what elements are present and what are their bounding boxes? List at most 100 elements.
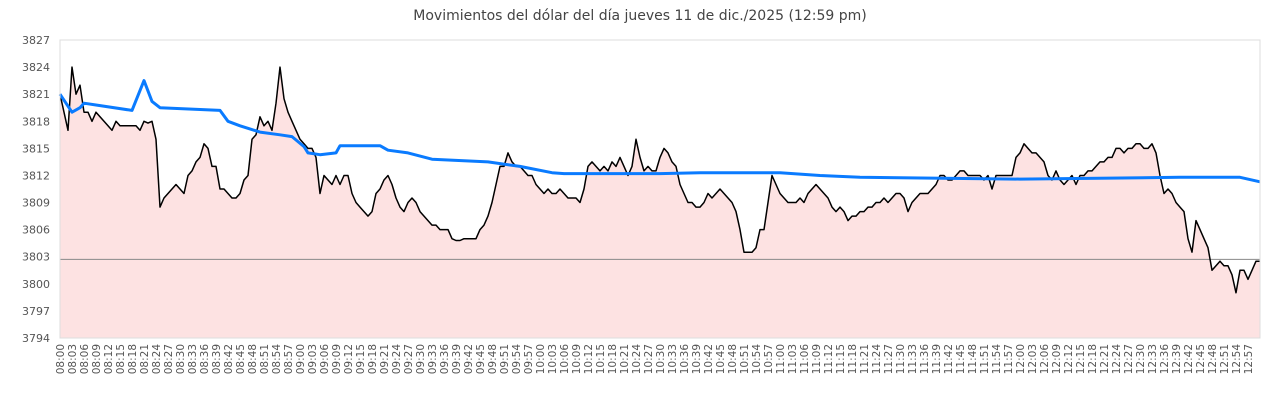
x-tick-label: 10:15 — [595, 344, 607, 374]
x-tick-label: 08:33 — [187, 344, 199, 374]
x-tick-label: 11:30 — [895, 344, 907, 374]
x-tick-label: 10:45 — [715, 344, 727, 374]
x-tick-label: 11:12 — [823, 344, 835, 374]
y-tick-label: 3812 — [22, 169, 50, 182]
y-tick-label: 3800 — [22, 278, 50, 291]
x-tick-label: 09:33 — [427, 344, 439, 374]
x-tick-label: 09:39 — [451, 344, 463, 374]
x-tick-label: 11:33 — [907, 344, 919, 374]
x-tick-label: 10:54 — [751, 344, 763, 375]
x-tick-label: 09:36 — [439, 344, 451, 375]
x-tick-label: 08:06 — [79, 344, 91, 375]
x-tick-label: 12:21 — [1099, 344, 1111, 374]
x-tick-label: 12:12 — [1063, 344, 1075, 374]
x-tick-label: 12:03 — [1027, 344, 1039, 374]
x-tick-label: 11:21 — [859, 344, 871, 374]
x-tick-label: 10:33 — [667, 344, 679, 374]
x-tick-label: 10:21 — [619, 344, 631, 374]
x-tick-label: 12:15 — [1075, 344, 1087, 374]
x-tick-label: 09:27 — [403, 344, 415, 374]
x-tick-label: 11:24 — [871, 344, 883, 375]
x-tick-label: 10:27 — [643, 344, 655, 374]
x-tick-label: 08:24 — [151, 344, 163, 375]
y-tick-label: 3827 — [22, 34, 50, 47]
x-tick-label: 12:18 — [1087, 344, 1099, 374]
x-tick-label: 10:57 — [763, 344, 775, 374]
x-tick-label: 10:51 — [739, 344, 751, 374]
x-tick-label: 10:06 — [559, 344, 571, 375]
x-tick-label: 12:06 — [1039, 344, 1051, 375]
x-tick-label: 08:54 — [271, 344, 283, 375]
x-tick-label: 11:57 — [1003, 344, 1015, 374]
average-line — [58, 79, 1261, 184]
x-tick-label: 10:48 — [727, 344, 739, 374]
y-tick-label: 3803 — [22, 251, 50, 264]
x-tick-label: 09:48 — [487, 344, 499, 374]
x-tick-label: 09:00 — [295, 344, 307, 374]
x-tick-label: 12:09 — [1051, 344, 1063, 374]
price-area-fill — [60, 67, 1260, 338]
x-tick-label: 12:54 — [1231, 344, 1243, 375]
x-tick-label: 11:09 — [811, 344, 823, 374]
x-tick-label: 10:12 — [583, 344, 595, 374]
x-tick-label: 09:24 — [391, 344, 403, 375]
x-tick-label: 08:12 — [103, 344, 115, 374]
x-tick-label: 11:39 — [931, 344, 943, 374]
x-tick-label: 12:24 — [1111, 344, 1123, 375]
x-tick-label: 09:51 — [499, 344, 511, 374]
x-tick-label: 08:09 — [91, 344, 103, 374]
x-tick-label: 12:33 — [1147, 344, 1159, 374]
x-tick-label: 10:42 — [703, 344, 715, 374]
x-tick-label: 09:42 — [463, 344, 475, 374]
x-tick-label: 10:00 — [535, 344, 547, 374]
x-tick-label: 11:42 — [943, 344, 955, 374]
x-tick-label: 11:48 — [967, 344, 979, 374]
x-tick-label: 08:30 — [175, 344, 187, 374]
x-tick-label: 08:42 — [223, 344, 235, 374]
x-tick-label: 08:27 — [163, 344, 175, 374]
x-tick-label: 12:36 — [1159, 344, 1171, 375]
x-tick-label: 11:06 — [799, 344, 811, 375]
y-tick-label: 3818 — [22, 115, 50, 128]
x-tick-label: 09:12 — [343, 344, 355, 374]
chart-title: Movimientos del dólar del día jueves 11 … — [413, 8, 867, 24]
x-tick-label: 08:45 — [235, 344, 247, 374]
x-tick-label: 08:15 — [115, 344, 127, 374]
x-tick-label: 10:03 — [547, 344, 559, 374]
x-tick-label: 10:18 — [607, 344, 619, 374]
x-tick-label: 10:30 — [655, 344, 667, 374]
x-tick-label: 09:15 — [355, 344, 367, 374]
x-tick-label: 08:03 — [67, 344, 79, 374]
x-tick-label: 12:42 — [1183, 344, 1195, 374]
x-tick-label: 11:03 — [787, 344, 799, 374]
x-tick-label: 09:18 — [367, 344, 379, 374]
x-tick-label: 08:39 — [211, 344, 223, 374]
x-tick-label: 10:39 — [691, 344, 703, 374]
x-tick-label: 12:30 — [1135, 344, 1147, 374]
x-tick-label: 08:00 — [55, 344, 67, 374]
x-tick-label: 08:57 — [283, 344, 295, 374]
x-tick-label: 08:48 — [247, 344, 259, 374]
x-tick-label: 12:45 — [1195, 344, 1207, 374]
x-tick-label: 08:18 — [127, 344, 139, 374]
x-tick-label: 08:21 — [139, 344, 151, 374]
x-tick-label: 11:27 — [883, 344, 895, 374]
x-tick-label: 11:15 — [835, 344, 847, 374]
x-tick-label: 12:27 — [1123, 344, 1135, 374]
x-tick-label: 09:09 — [331, 344, 343, 374]
x-tick-label: 09:54 — [511, 344, 523, 375]
x-tick-label: 11:45 — [955, 344, 967, 374]
x-tick-label: 10:09 — [571, 344, 583, 374]
x-tick-label: 11:00 — [775, 344, 787, 374]
x-tick-label: 12:48 — [1207, 344, 1219, 374]
x-tick-label: 09:45 — [475, 344, 487, 374]
x-tick-label: 09:57 — [523, 344, 535, 374]
x-tick-label: 11:36 — [919, 344, 931, 375]
x-tick-label: 11:51 — [979, 344, 991, 374]
y-tick-label: 3794 — [22, 332, 50, 345]
y-tick-label: 3821 — [22, 88, 50, 101]
x-tick-label: 10:36 — [679, 344, 691, 375]
x-tick-label: 09:30 — [415, 344, 427, 374]
y-tick-label: 3806 — [22, 224, 50, 237]
